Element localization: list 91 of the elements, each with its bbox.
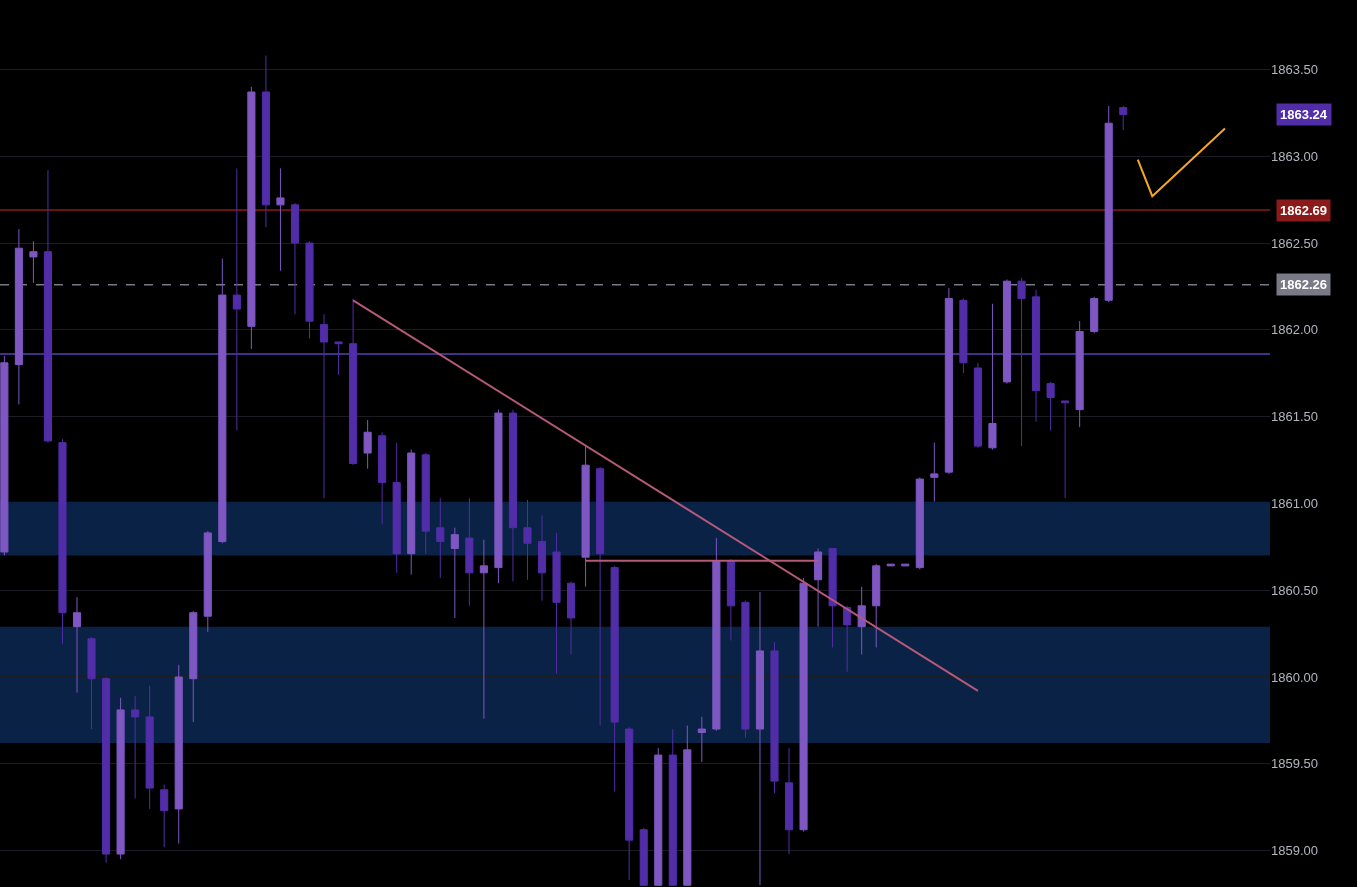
- y-tick-label: 1859.50: [1271, 756, 1318, 772]
- candlestick: [683, 725, 692, 886]
- candlestick: [1104, 105, 1113, 303]
- y-tick-label: 1863.50: [1271, 61, 1318, 77]
- candlestick: [610, 565, 619, 793]
- candlestick: [378, 431, 387, 525]
- candlestick: [1061, 400, 1070, 499]
- candlestick: [726, 558, 735, 642]
- candlestick: [436, 497, 445, 579]
- candlestick: [770, 641, 779, 794]
- candlestick: [247, 86, 256, 350]
- candlestick: [843, 605, 852, 673]
- candlestick: [814, 548, 823, 628]
- candlestick: [421, 452, 430, 555]
- ref-line-label: 1862.26: [1280, 277, 1327, 292]
- candlestick: [14, 228, 23, 405]
- candlestick: [1002, 278, 1012, 385]
- candlestick: [625, 726, 634, 881]
- candlestick: [537, 515, 547, 602]
- candlestick: [58, 438, 67, 645]
- candlestick: [305, 240, 314, 339]
- candlestick: [784, 747, 794, 855]
- candlestick: [944, 287, 953, 475]
- candlestick: [959, 298, 968, 374]
- candlestick: [799, 577, 808, 832]
- candlestick: [1031, 289, 1041, 423]
- y-tick-label: 1861.00: [1271, 495, 1318, 511]
- candlestick: [203, 530, 212, 633]
- y-tick-label: 1859.00: [1271, 843, 1318, 859]
- candlestick: [290, 202, 300, 315]
- candlestick: [87, 636, 96, 730]
- candlestick: [465, 497, 474, 607]
- candlestick: [319, 313, 329, 499]
- candlestick: [872, 563, 881, 648]
- y-tick-label: 1860.00: [1271, 669, 1318, 685]
- candlestick: [1046, 381, 1055, 431]
- candlestick: [174, 664, 183, 845]
- candlestick: [697, 716, 706, 763]
- candlestick: [1090, 296, 1099, 334]
- candlestick: [145, 685, 154, 810]
- candlestick: [479, 539, 488, 720]
- candlestick: [915, 476, 924, 570]
- candlestick: [131, 695, 140, 799]
- candlestick: [218, 258, 227, 544]
- candlestick: [828, 548, 837, 648]
- candlestick: [1119, 105, 1128, 131]
- candlestick: [363, 419, 372, 470]
- candlestick: [334, 341, 343, 376]
- candlestick: [392, 442, 401, 574]
- candlestick: [639, 827, 648, 886]
- candlestick: [668, 728, 677, 886]
- candlestick: [973, 362, 982, 449]
- y-tick-label: 1862.50: [1271, 235, 1318, 251]
- candlestick: [43, 169, 53, 444]
- candlestick: [712, 537, 721, 732]
- candlestick: [930, 442, 939, 503]
- candlestick: [901, 563, 910, 567]
- text: 1863.24: [1280, 107, 1328, 122]
- y-tick-label: 1862.00: [1271, 322, 1318, 338]
- candlestick: [72, 596, 82, 694]
- candlestick: [523, 499, 532, 581]
- candlestick: [0, 355, 9, 556]
- candlestick: [276, 167, 285, 272]
- candlestick: [494, 409, 503, 584]
- y-tick-label: 1861.50: [1271, 409, 1318, 425]
- candlestick: [654, 747, 663, 886]
- candlestick: [189, 610, 198, 723]
- candlestick: [567, 581, 576, 655]
- candlestick: [116, 697, 125, 860]
- candlestick: [741, 600, 750, 739]
- candlestick: [755, 591, 765, 886]
- candlestick: [160, 784, 169, 848]
- candlestick: [1017, 277, 1026, 447]
- candlestick: [349, 298, 358, 466]
- ref-line-label: 1862.69: [1280, 203, 1327, 218]
- candlestick: [596, 466, 605, 727]
- candlestick: [886, 563, 895, 567]
- candlestick: [508, 409, 517, 582]
- candlestick: [857, 586, 866, 655]
- candlestick: [1075, 320, 1084, 428]
- candlestick: [232, 167, 241, 431]
- candlestick: [102, 676, 111, 864]
- candlestick: [552, 532, 561, 674]
- candlestick: [407, 449, 416, 576]
- y-tick-label: 1860.50: [1271, 582, 1318, 598]
- candlestick: [29, 240, 38, 284]
- candlestick: [450, 527, 459, 619]
- y-tick-label: 1863.00: [1271, 148, 1318, 164]
- candlestick: [261, 55, 270, 228]
- candlestick: [581, 445, 590, 588]
- candlestick: [988, 303, 997, 451]
